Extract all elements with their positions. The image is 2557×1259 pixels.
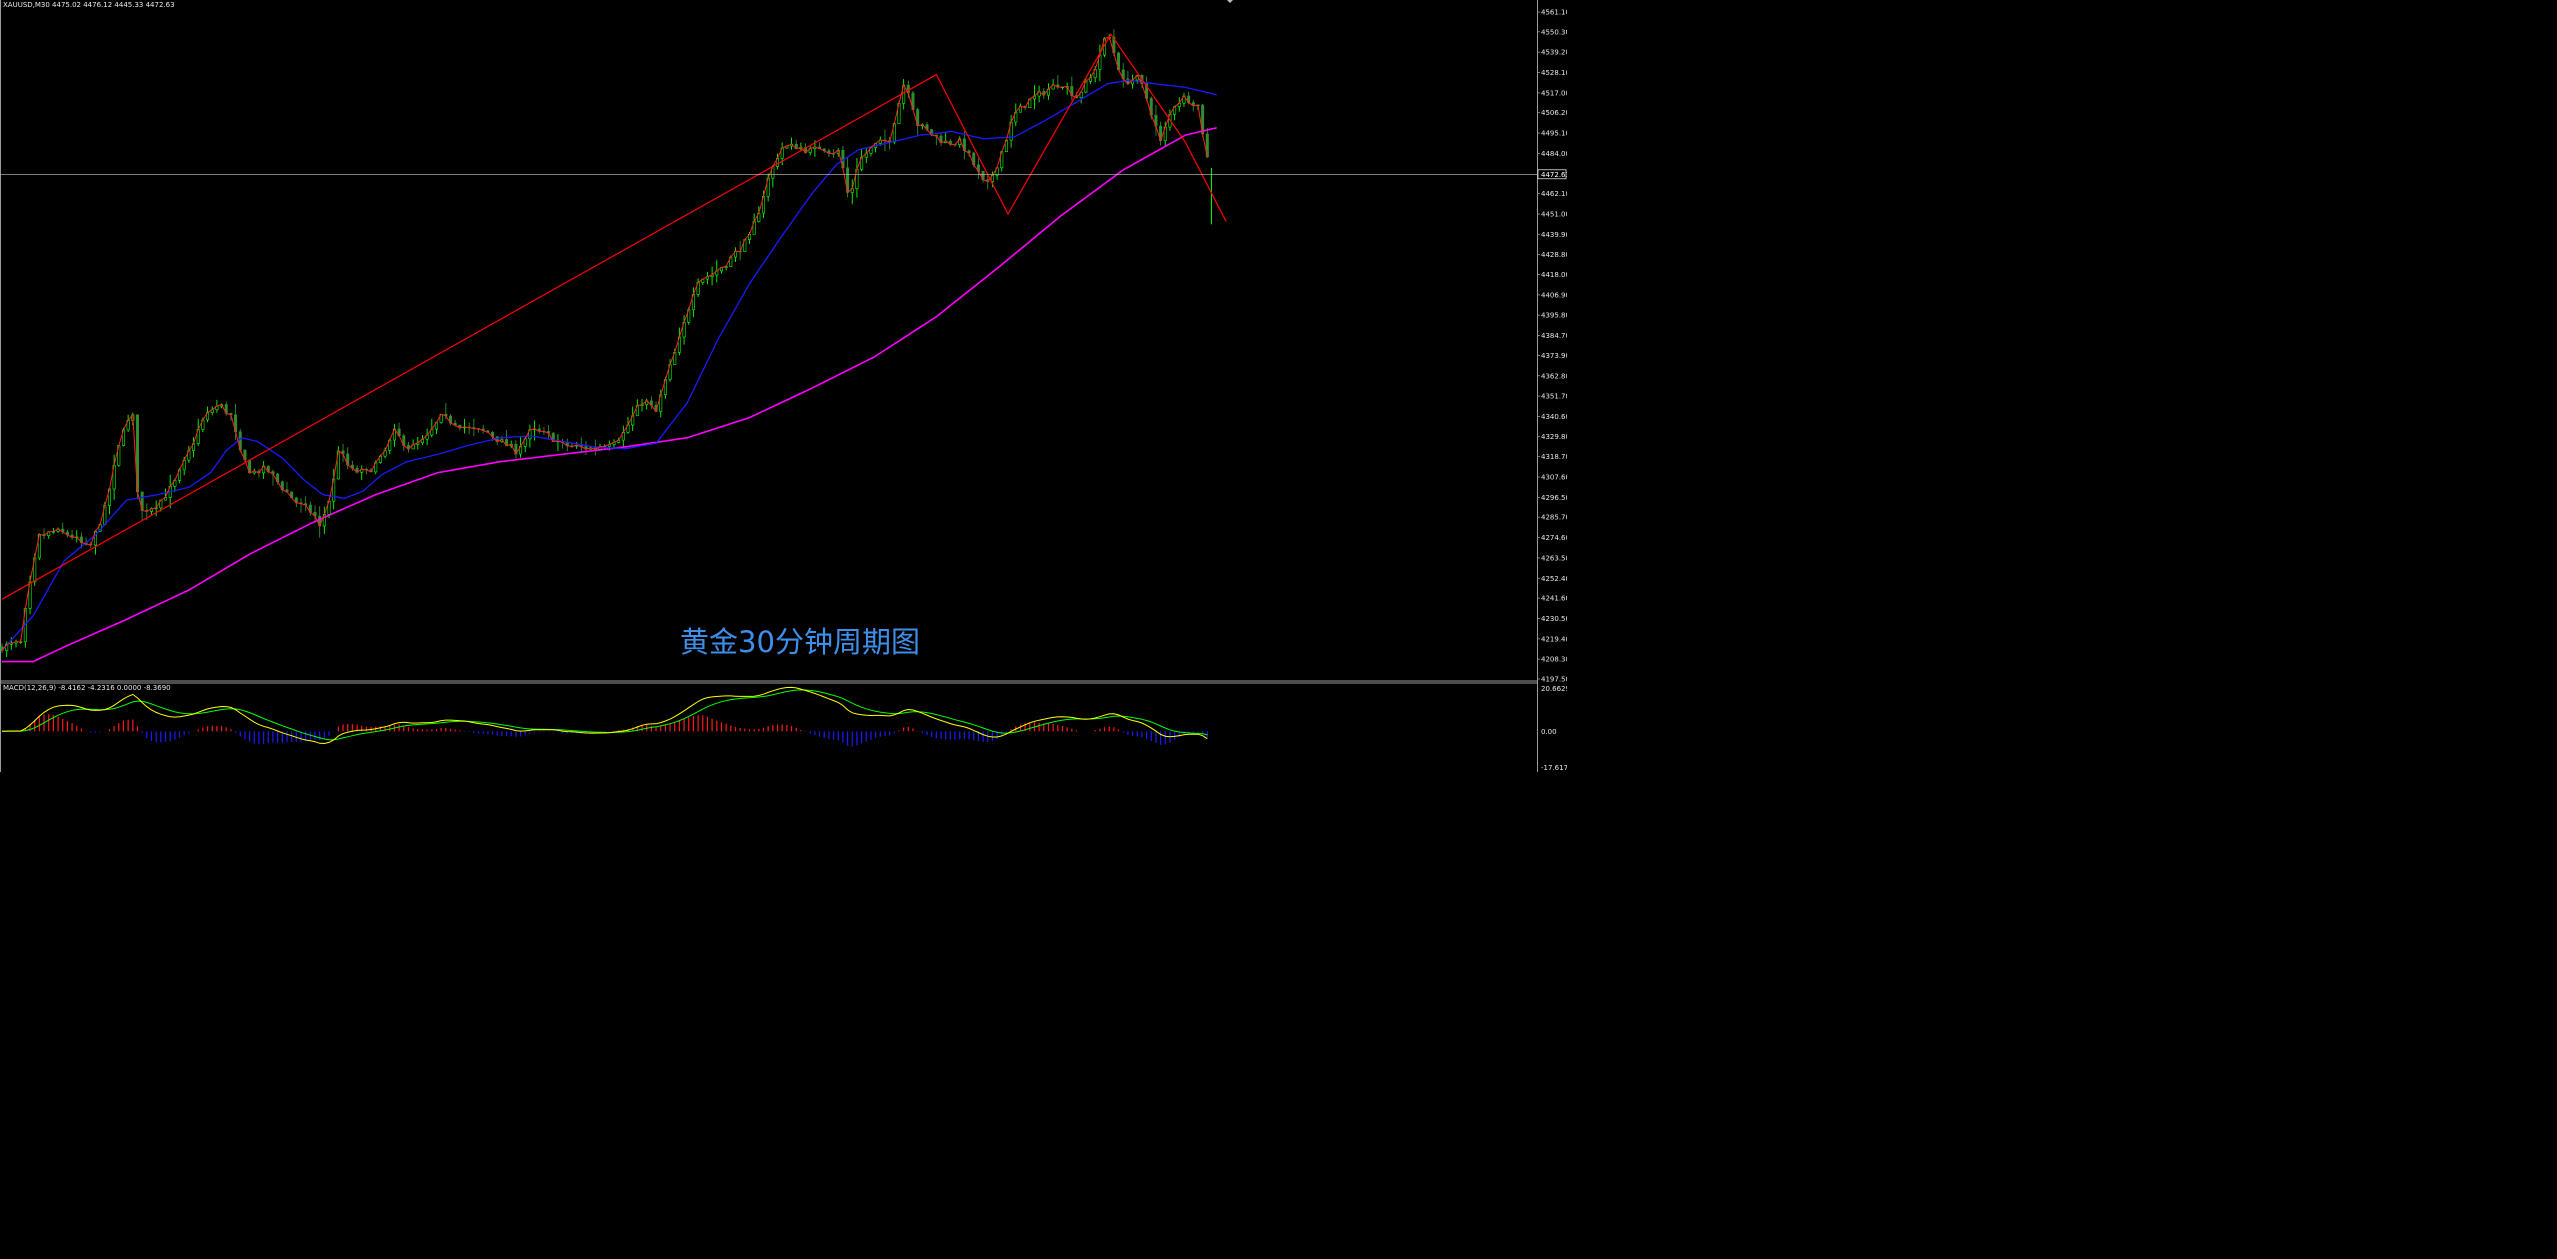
price-axis-label: 4351.70: [1541, 393, 1567, 401]
price-axis-label: 4539.20: [1541, 49, 1567, 57]
price-axis-label: 4384.70: [1541, 332, 1567, 340]
macd-axis-label: -17.6175: [1541, 764, 1567, 772]
price-axis-label: 4428.80: [1541, 251, 1567, 259]
price-axis-label: 4340.60: [1541, 413, 1567, 421]
chart-header: XAUUSD,M30 4475.02 4476.12 4445.33 4472.…: [3, 1, 175, 9]
macd-axis-label: 20.6629: [1541, 685, 1567, 693]
price-axis-label: 4462.10: [1541, 190, 1567, 198]
price-axis-label: 4274.60: [1541, 534, 1567, 542]
macd-axis: 20.6629 0.00 -17.6175: [1541, 685, 1567, 772]
price-axis-label: 4296.50: [1541, 494, 1567, 502]
price-axis-label: 4263.50: [1541, 554, 1567, 562]
svg-text:4472.63: 4472.63: [1541, 171, 1567, 179]
chart-background: [0, 0, 1567, 772]
price-axis-label: 4439.90: [1541, 231, 1567, 239]
price-axis-label: 4197.50: [1541, 676, 1567, 684]
macd-signal-line: [2, 689, 1208, 741]
price-axis-label: 4406.90: [1541, 291, 1567, 299]
shift-marker-icon[interactable]: [1227, 0, 1233, 3]
price-trend-line: [1, 36, 1208, 651]
price-axis-label: 4395.80: [1541, 312, 1567, 320]
price-axis-label: 4329.80: [1541, 433, 1567, 441]
zigzag-line: [1, 33, 1227, 600]
macd-header: MACD(12,26,9) -8.4162 -4.2316 0.0000 -8.…: [3, 684, 171, 692]
price-axis-label: 4230.50: [1541, 615, 1567, 623]
price-axis-label: 4252.40: [1541, 575, 1567, 583]
price-axis-label: 4561.10: [1541, 9, 1567, 17]
moving-average-blue: [1, 79, 1217, 652]
chart-canvas[interactable]: XAUUSD,M30 4475.02 4476.12 4445.33 4472.…: [0, 0, 1567, 772]
price-axis-label: 4550.30: [1541, 28, 1567, 36]
price-axis-label: 4528.10: [1541, 69, 1567, 77]
price-axis-label: 4362.80: [1541, 372, 1567, 380]
chart-caption: 黄金30分钟周期图: [680, 625, 920, 659]
price-axis-label: 4285.70: [1541, 514, 1567, 522]
price-axis-label: 4219.40: [1541, 635, 1567, 643]
macd-line: [1, 686, 1208, 745]
macd-axis-label: 0.00: [1541, 728, 1557, 736]
price-axis-label: 4495.10: [1541, 130, 1567, 138]
price-axis-label: 4517.00: [1541, 89, 1567, 97]
price-axis-label: 4451.00: [1541, 210, 1567, 218]
moving-average-magenta: [2, 127, 1217, 663]
price-axis-label: 4418.00: [1541, 271, 1567, 279]
current-price-label: 4472.63: [1537, 169, 1567, 180]
price-axis-label: 4241.60: [1541, 595, 1567, 603]
price-axis-label: 4484.00: [1541, 150, 1567, 158]
price-axis-label: 4506.20: [1541, 109, 1567, 117]
price-axis-label: 4373.90: [1541, 352, 1567, 360]
price-axis-label: 4307.60: [1541, 474, 1567, 482]
price-axis: 4561.10 4550.30 4539.20 4528.10 4517.00 4506.…: [1537, 9, 1567, 684]
price-axis-label: 4318.70: [1541, 453, 1567, 461]
price-axis-label: 4208.30: [1541, 656, 1567, 664]
